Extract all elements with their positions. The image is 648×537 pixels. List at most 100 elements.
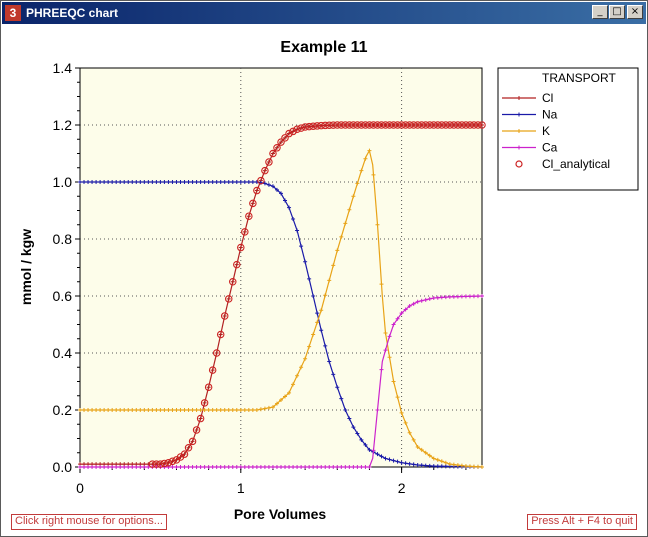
options-hint[interactable]: Click right mouse for options... [11,514,167,530]
data-point [226,465,231,469]
data-point [331,465,336,469]
data-point [206,385,211,390]
data-point [385,121,394,129]
data-point [407,303,412,308]
data-point [265,158,273,166]
data-point [279,140,283,145]
data-point [455,463,460,468]
data-point [162,408,167,412]
data-point [435,464,440,469]
data-point [470,121,478,129]
data-point [315,311,320,316]
data-point [238,245,243,250]
data-point [182,465,187,469]
window-title: PHREEQC chart [26,6,119,20]
data-point [323,343,328,348]
data-point [194,465,199,469]
data-point [134,180,139,184]
data-point [78,180,82,184]
data-point [343,408,348,412]
data-point [182,408,187,412]
data-point [303,259,308,264]
data-point [262,406,267,411]
data-point [430,121,438,129]
x-tick-label: 1 [237,480,245,496]
data-point [383,456,388,461]
legend-marker [517,145,521,150]
data-point [82,465,87,469]
data-point [86,465,91,469]
data-point [250,180,255,184]
data-point [319,328,324,333]
data-point [367,465,372,469]
data-point [126,465,131,469]
data-point [122,408,127,412]
x-tick-label: 2 [398,480,406,496]
app-icon[interactable]: 3 [5,5,21,21]
data-point [423,463,428,468]
data-point [415,299,420,304]
legend-label: Na [542,108,558,122]
title-bar[interactable]: 3 PHREEQC chart _ □ × [2,2,646,24]
data-point [299,365,304,370]
data-point [283,465,288,469]
data-point [389,121,398,129]
data-point [471,464,476,469]
legend-marker [517,112,521,117]
data-point [257,176,265,185]
data-point [198,416,203,421]
data-point [315,465,320,469]
data-point [435,295,440,300]
close-button[interactable]: × [627,5,643,19]
data-point [299,244,304,249]
data-point [114,408,119,412]
data-point [403,307,408,312]
data-point [317,121,325,130]
data-point [186,408,191,412]
data-point [212,349,221,357]
data-point [208,366,217,374]
data-point [339,396,344,401]
data-point [383,348,388,353]
data-point [222,180,227,184]
data-point [245,212,253,220]
data-point [442,121,450,129]
data-point [194,427,199,432]
data-point [450,121,458,129]
data-point [413,121,422,129]
data-point [158,180,163,184]
data-point [233,260,241,269]
data-point [218,332,223,337]
data-point [279,191,283,196]
data-point [327,278,332,283]
data-point [188,437,197,446]
data-point [218,408,223,412]
data-point [238,465,243,469]
legend-title: TRANSPORT [542,71,616,85]
minimize-button[interactable]: _ [592,5,608,19]
data-point [363,442,368,447]
plot-area: 0.0 0.2 0.4 0.6 0.8 1.0 1.2 1.4 0 1 2 [53,60,486,496]
data-point [266,405,271,410]
data-point [110,180,115,184]
data-point [202,408,207,412]
data-point [343,465,348,469]
legend-box [497,67,639,191]
data-point [98,180,103,184]
data-point [230,180,235,184]
legend-label: Cl_analytical [542,157,610,171]
data-point [253,186,261,195]
legend-label: Cl [542,91,553,105]
data-point [94,408,99,412]
data-point [419,298,424,303]
data-point [475,464,480,469]
data-point [403,420,408,425]
maximize-button[interactable]: □ [609,5,625,19]
data-point [480,465,484,469]
data-point [463,464,468,469]
data-point [186,180,191,184]
data-point [242,465,247,469]
data-point [274,465,279,469]
data-point [451,462,456,467]
chart-area[interactable]: Example 11 0.0 0.2 0.4 0.6 0.8 1.0 1.2 1.4 0 1 2 P… [1,24,647,529]
